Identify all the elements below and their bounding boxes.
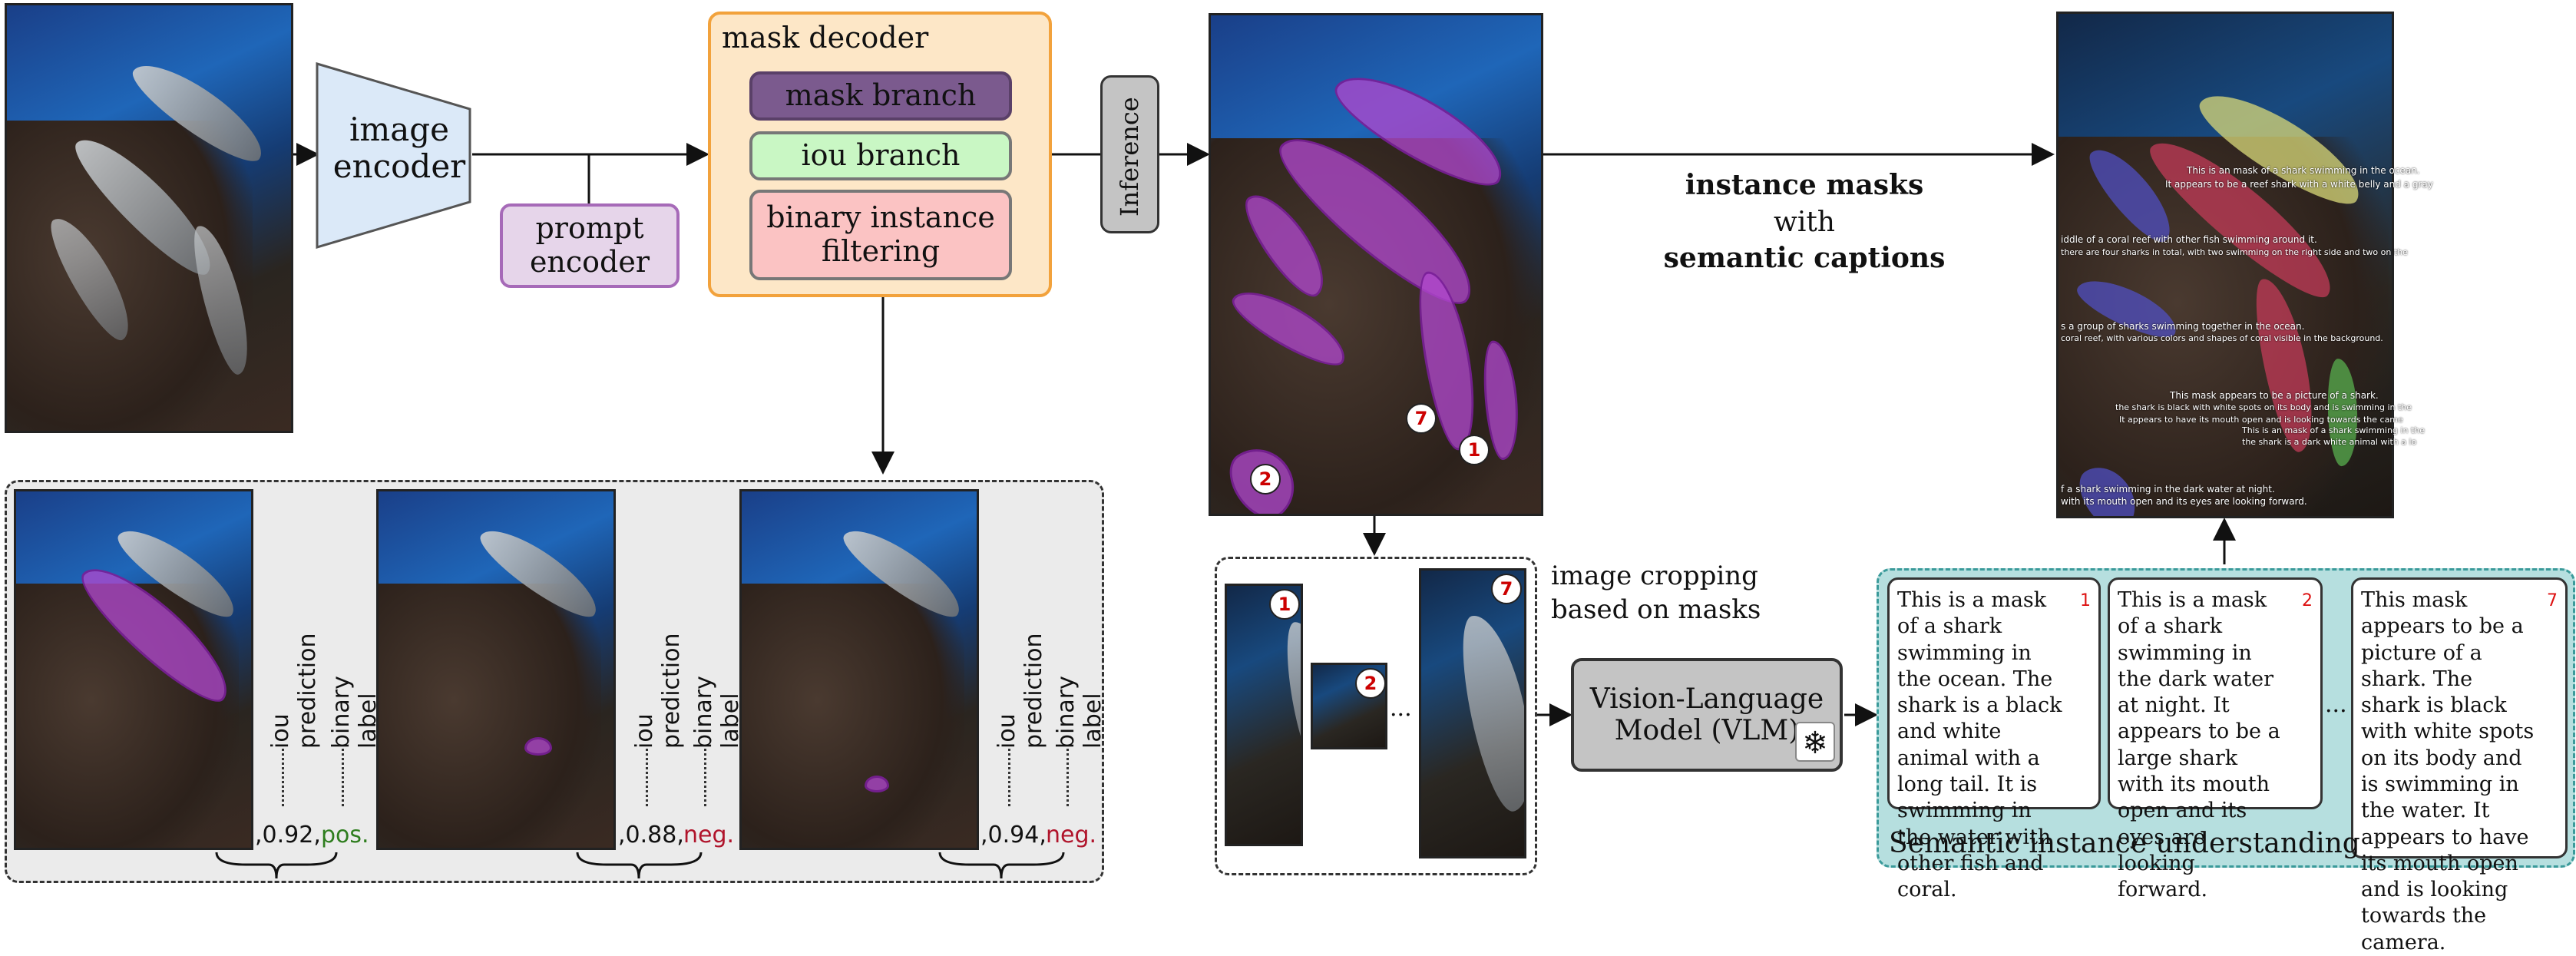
output-title-line3: semantic captions xyxy=(1663,242,1946,275)
overlay-caption-0: This is an mask of a shark swimming in t… xyxy=(2187,165,2420,176)
vlm-box: Vision-Language Model (VLM) xyxy=(1571,658,1843,772)
input-shark-photo xyxy=(5,3,293,433)
connector-arrows xyxy=(293,143,2236,726)
iou-prediction-label-3: iou prediction xyxy=(994,633,1047,749)
crop-badge-2: 2 xyxy=(1355,668,1386,699)
caption-num-2: 2 xyxy=(2302,591,2313,610)
overlay-caption-4: s a group of sharks swimming together in… xyxy=(2061,321,2305,332)
caption-num-1: 1 xyxy=(2080,591,2091,610)
caption-card-1: This is a mask of a shark swimming in th… xyxy=(1887,577,2101,901)
overlay-caption-1: It appears to be a reef shark with a whi… xyxy=(2165,179,2433,190)
caption-card-3: This mask appears to be a picture of a s… xyxy=(2351,577,2568,954)
crop-photo-1 xyxy=(1225,584,1303,846)
overlay-caption-10: the shark is a dark white animal with a … xyxy=(2242,437,2417,447)
output-captioned-photo xyxy=(2056,12,2394,518)
iou-branch-label: iou branch xyxy=(801,138,961,173)
training-example-photo-3 xyxy=(739,489,979,850)
output-title-line1: instance masks xyxy=(1685,169,1924,201)
training-example-photo-2 xyxy=(376,489,616,850)
output-title-line2: with xyxy=(1774,206,1835,238)
dotted-arrow-bin-2 xyxy=(704,749,706,806)
iou-value-3: ,0.94, xyxy=(980,822,1047,848)
vlm-label: Vision-Language Model (VLM) xyxy=(1589,683,1824,746)
mask-branch-box: mask branch xyxy=(749,71,1012,121)
iou-value-2: ,0.88, xyxy=(618,822,684,848)
overlay-caption-7: the shark is black with white spots on i… xyxy=(2115,402,2412,412)
cropping-label: image cropping based on masks xyxy=(1551,561,1761,626)
crop-photo-3 xyxy=(1419,568,1526,858)
semantic-ellipsis: ... xyxy=(2325,691,2347,718)
masked-badge-1: 1 xyxy=(1459,435,1490,465)
dotted-arrow-iou-3 xyxy=(1008,749,1010,806)
mask-branch-label: mask branch xyxy=(785,78,977,113)
binary-value-2: neg. xyxy=(683,822,735,848)
iou-value-1: ,0.92, xyxy=(255,822,321,848)
binary-label-label-1: binary label xyxy=(328,676,382,749)
snowflake-icon: ❄ xyxy=(1795,722,1835,762)
overlay-caption-11: f a shark swimming in the dark water at … xyxy=(2061,484,2275,495)
masked-badge-7: 7 xyxy=(1406,403,1437,434)
binary-value-1: pos. xyxy=(321,822,369,848)
overlay-caption-9: This is an mask of a shark swimming in t… xyxy=(2242,425,2425,435)
binary-filtering-label: binary instance filtering xyxy=(766,200,995,268)
crop-badge-1: 1 xyxy=(1269,589,1300,620)
image-encoder-shape xyxy=(316,61,471,250)
output-title: instance masks with semantic captions xyxy=(1643,167,1966,277)
dotted-arrow-bin-3 xyxy=(1066,749,1069,806)
caption-text-3: This mask appears to be a picture of a s… xyxy=(2361,588,2535,954)
caption-card-2: This is a mask of a shark swimming in th… xyxy=(2108,577,2323,901)
prompt-encoder-box: prompt encoder xyxy=(500,203,680,288)
masked-badge-2: 2 xyxy=(1250,464,1281,495)
overlay-caption-8: It appears to have its mouth open and is… xyxy=(2119,415,2403,425)
prompt-encoder-label: prompt encoder xyxy=(529,211,650,279)
mask-decoder-panel: mask decoder mask branch iou branch bina… xyxy=(708,12,1052,297)
dotted-arrow-bin-1 xyxy=(342,749,344,806)
brace-2 xyxy=(576,852,703,879)
binary-label-label-2: binary label xyxy=(690,676,744,749)
iou-branch-box: iou branch xyxy=(749,131,1012,180)
binary-value-3: neg. xyxy=(1046,822,1097,848)
masked-shark-photo xyxy=(1209,13,1543,516)
iou-prediction-label-2: iou prediction xyxy=(631,633,685,749)
crop-badge-3: 7 xyxy=(1491,574,1522,604)
inference-box: Inference xyxy=(1100,75,1159,233)
iou-prediction-label-1: iou prediction xyxy=(267,633,321,749)
overlay-caption-3: there are four sharks in total, with two… xyxy=(2061,247,2408,257)
dotted-arrow-iou-1 xyxy=(282,749,284,806)
image-encoder-label: image encoder xyxy=(332,111,466,186)
crop-ellipsis: ... xyxy=(1390,695,1412,722)
overlay-caption-5: coral reef, with various colors and shap… xyxy=(2061,333,2383,343)
semantic-title: Semantic instance understanding xyxy=(1889,828,2360,859)
binary-label-label-3: binary label xyxy=(1053,676,1106,749)
overlay-caption-12: with its mouth open and its eyes are loo… xyxy=(2061,496,2307,507)
cropping-panel xyxy=(1215,557,1537,875)
brace-3 xyxy=(938,852,1065,879)
binary-filtering-box: binary instance filtering xyxy=(749,190,1012,280)
brace-1 xyxy=(215,852,338,879)
overlay-caption-6: This mask appears to be a picture of a s… xyxy=(2170,390,2379,401)
dotted-arrow-iou-2 xyxy=(646,749,648,806)
caption-num-3: 7 xyxy=(2547,591,2558,610)
inference-label: Inference xyxy=(1115,97,1144,217)
training-example-photo-1 xyxy=(14,489,253,850)
overlay-caption-2: iddle of a coral reef with other fish sw… xyxy=(2061,234,2317,245)
mask-decoder-title: mask decoder xyxy=(722,21,929,55)
